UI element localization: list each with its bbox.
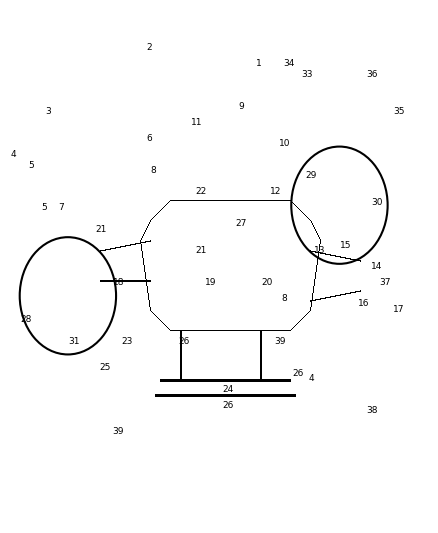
Text: 17: 17	[393, 305, 404, 313]
Text: 39: 39	[275, 337, 286, 345]
Text: 31: 31	[69, 337, 80, 345]
Text: 13: 13	[314, 246, 325, 255]
Text: 19: 19	[205, 278, 216, 287]
Text: 36: 36	[367, 70, 378, 79]
Text: 12: 12	[270, 188, 282, 196]
Text: 4: 4	[308, 374, 314, 383]
Text: 5: 5	[41, 204, 47, 212]
Text: 35: 35	[393, 108, 404, 116]
Text: 11: 11	[191, 118, 203, 127]
Text: 2: 2	[146, 44, 152, 52]
Text: 20: 20	[261, 278, 273, 287]
Text: 5: 5	[28, 161, 34, 169]
Text: 28: 28	[21, 316, 32, 324]
Text: 10: 10	[279, 140, 290, 148]
Text: 27: 27	[235, 220, 247, 228]
Text: 22: 22	[196, 188, 207, 196]
Text: 3: 3	[45, 108, 51, 116]
Text: 14: 14	[371, 262, 382, 271]
Text: 25: 25	[99, 364, 111, 372]
Text: 15: 15	[340, 241, 352, 249]
Text: 38: 38	[367, 406, 378, 415]
Text: 39: 39	[113, 427, 124, 436]
Text: 26: 26	[292, 369, 304, 377]
Text: 18: 18	[113, 278, 124, 287]
Text: 21: 21	[95, 225, 106, 233]
Text: 16: 16	[358, 300, 369, 308]
Text: 33: 33	[301, 70, 312, 79]
Text: 4: 4	[11, 150, 16, 159]
Text: 6: 6	[146, 134, 152, 143]
Text: 21: 21	[196, 246, 207, 255]
Text: 34: 34	[283, 60, 295, 68]
Text: 26: 26	[222, 401, 233, 409]
Text: 8: 8	[150, 166, 156, 175]
Text: 26: 26	[178, 337, 190, 345]
Text: 29: 29	[305, 172, 317, 180]
Text: 23: 23	[121, 337, 133, 345]
Text: 9: 9	[238, 102, 244, 111]
Text: 37: 37	[380, 278, 391, 287]
Text: 24: 24	[222, 385, 233, 393]
Text: 1: 1	[255, 60, 261, 68]
Text: 7: 7	[58, 204, 64, 212]
Text: 8: 8	[282, 294, 288, 303]
Text: 30: 30	[371, 198, 382, 207]
